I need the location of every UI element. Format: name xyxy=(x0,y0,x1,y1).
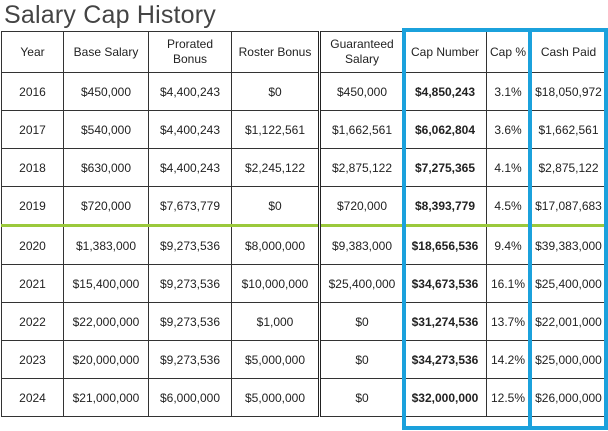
cell-base-salary: $1,383,000 xyxy=(63,225,149,265)
cell-cap-number: $6,062,804 xyxy=(403,110,487,149)
salary-cap-table: Year Base Salary Prorated Bonus Roster B… xyxy=(1,31,608,417)
cell-guaranteed-salary: $450,000 xyxy=(318,72,404,111)
cell-roster-bonus: $2,245,122 xyxy=(231,148,320,187)
cell-cap-percent: 4.5% xyxy=(486,186,530,227)
cell-guaranteed-salary: $0 xyxy=(318,340,404,379)
table-body: 2016 $450,000 $4,400,243 $0 $450,000 $4,850,2… xyxy=(1,72,608,417)
cell-prorated-bonus: $9,273,536 xyxy=(148,302,232,341)
cell-cap-number: $7,275,365 xyxy=(403,148,487,187)
cell-cap-number: $31,274,536 xyxy=(403,302,487,341)
cell-cash-paid: $26,000,000 xyxy=(529,378,608,417)
cell-base-salary: $540,000 xyxy=(63,110,149,149)
cell-cap-number: $8,393,779 xyxy=(403,186,487,227)
table-row: 2021 $15,400,000 $9,273,536 $10,000,000 $25,… xyxy=(1,264,608,303)
cell-cash-paid: $1,662,561 xyxy=(529,110,608,149)
cell-guaranteed-salary: $2,875,122 xyxy=(318,148,404,187)
header-cap-percent: Cap % xyxy=(486,31,530,73)
cell-roster-bonus: $5,000,000 xyxy=(231,378,320,417)
cell-base-salary: $22,000,000 xyxy=(63,302,149,341)
cell-cap-percent: 16.1% xyxy=(486,264,530,303)
cell-prorated-bonus: $4,400,243 xyxy=(148,72,232,111)
cell-guaranteed-salary: $720,000 xyxy=(318,186,404,227)
cell-cap-percent: 4.1% xyxy=(486,148,530,187)
cell-prorated-bonus: $4,400,243 xyxy=(148,110,232,149)
cell-cap-percent: 12.5% xyxy=(486,378,530,417)
cell-cash-paid: $2,875,122 xyxy=(529,148,608,187)
cell-roster-bonus: $10,000,000 xyxy=(231,264,320,303)
cell-cap-percent: 3.6% xyxy=(486,110,530,149)
cell-year: 2019 xyxy=(1,186,64,227)
table-row: 2023 $20,000,000 $9,273,536 $5,000,000 $0 $34… xyxy=(1,340,608,379)
cell-base-salary: $630,000 xyxy=(63,148,149,187)
cell-year: 2020 xyxy=(1,225,64,265)
cell-guaranteed-salary: $0 xyxy=(318,302,404,341)
cell-year: 2017 xyxy=(1,110,64,149)
cell-year: 2018 xyxy=(1,148,64,187)
cell-cash-paid: $17,087,683 xyxy=(529,186,608,227)
cell-cash-paid: $25,400,000 xyxy=(529,264,608,303)
cell-prorated-bonus: $9,273,536 xyxy=(148,340,232,379)
cell-cap-percent: 9.4% xyxy=(486,225,530,265)
page-title: Salary Cap History xyxy=(4,1,216,29)
cell-year: 2022 xyxy=(1,302,64,341)
cell-roster-bonus: $8,000,000 xyxy=(231,225,320,265)
cell-year: 2023 xyxy=(1,340,64,379)
table-row: 2022 $22,000,000 $9,273,536 $1,000 $0 $31,274… xyxy=(1,302,608,341)
salary-cap-table-wrapper: Year Base Salary Prorated Bonus Roster B… xyxy=(0,31,608,417)
cell-cap-percent: 3.1% xyxy=(486,72,530,111)
table-row: 2020 $1,383,000 $9,273,536 $8,000,000 $9,383… xyxy=(1,225,608,265)
cell-year: 2021 xyxy=(1,264,64,303)
cell-base-salary: $20,000,000 xyxy=(63,340,149,379)
cell-roster-bonus: $1,000 xyxy=(231,302,320,341)
header-guaranteed-salary: Guaranteed Salary xyxy=(318,31,404,73)
cell-cap-number: $18,656,536 xyxy=(403,225,487,265)
table-row: 2017 $540,000 $4,400,243 $1,122,561 $1,662,5… xyxy=(1,110,608,149)
cell-roster-bonus: $5,000,000 xyxy=(231,340,320,379)
cell-cap-percent: 14.2% xyxy=(486,340,530,379)
cell-base-salary: $21,000,000 xyxy=(63,378,149,417)
table-row: 2024 $21,000,000 $6,000,000 $5,000,000 $0 $32… xyxy=(1,378,608,417)
cell-cash-paid: $22,001,000 xyxy=(529,302,608,341)
cell-roster-bonus: $1,122,561 xyxy=(231,110,320,149)
header-cash-paid: Cash Paid xyxy=(529,31,608,73)
cell-roster-bonus: $0 xyxy=(231,72,320,111)
cell-prorated-bonus: $9,273,536 xyxy=(148,225,232,265)
cell-prorated-bonus: $4,400,243 xyxy=(148,148,232,187)
table-row: 2018 $630,000 $4,400,243 $2,245,122 $2,875,1… xyxy=(1,148,608,187)
cell-cap-number: $32,000,000 xyxy=(403,378,487,417)
cell-base-salary: $720,000 xyxy=(63,186,149,227)
cell-prorated-bonus: $6,000,000 xyxy=(148,378,232,417)
header-roster-bonus: Roster Bonus xyxy=(231,31,320,73)
cell-guaranteed-salary: $25,400,000 xyxy=(318,264,404,303)
cell-cash-paid: $18,050,972 xyxy=(529,72,608,111)
cell-base-salary: $450,000 xyxy=(63,72,149,111)
cell-cash-paid: $39,383,000 xyxy=(529,225,608,265)
cell-cap-percent: 13.7% xyxy=(486,302,530,341)
table-header-row: Year Base Salary Prorated Bonus Roster B… xyxy=(1,31,608,73)
cell-cap-number: $34,673,536 xyxy=(403,264,487,303)
header-year: Year xyxy=(1,31,64,73)
cell-year: 2016 xyxy=(1,72,64,111)
cell-prorated-bonus: $9,273,536 xyxy=(148,264,232,303)
header-base-salary: Base Salary xyxy=(63,31,149,73)
cell-cap-number: $4,850,243 xyxy=(403,72,487,111)
header-cap-number: Cap Number xyxy=(403,31,487,73)
cell-cash-paid: $25,000,000 xyxy=(529,340,608,379)
cell-guaranteed-salary: $1,662,561 xyxy=(318,110,404,149)
cell-roster-bonus: $0 xyxy=(231,186,320,227)
cell-guaranteed-salary: $0 xyxy=(318,378,404,417)
cell-cap-number: $34,273,536 xyxy=(403,340,487,379)
header-prorated-bonus: Prorated Bonus xyxy=(148,31,232,73)
cell-base-salary: $15,400,000 xyxy=(63,264,149,303)
cell-year: 2024 xyxy=(1,378,64,417)
table-row: 2019 $720,000 $7,673,779 $0 $720,000 $8,393,7… xyxy=(1,186,608,227)
table-row: 2016 $450,000 $4,400,243 $0 $450,000 $4,850,2… xyxy=(1,72,608,111)
cell-guaranteed-salary: $9,383,000 xyxy=(318,225,404,265)
cell-prorated-bonus: $7,673,779 xyxy=(148,186,232,227)
